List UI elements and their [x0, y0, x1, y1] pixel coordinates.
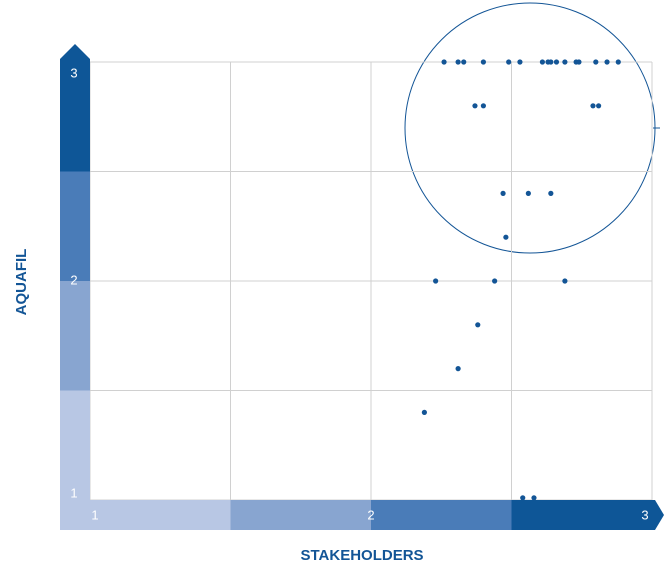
y-tick-label: 2: [70, 272, 77, 287]
highlight-circle: [404, 2, 656, 254]
y-tick-label: 1: [70, 485, 77, 500]
point: [525, 190, 531, 196]
point: [480, 59, 486, 65]
point: [596, 103, 602, 109]
labels: 1 2 3 1 2 3: [70, 65, 648, 522]
grid: [89, 61, 653, 501]
point: [455, 366, 461, 372]
point: [590, 103, 596, 109]
point: [455, 59, 461, 65]
y-axis-title: AQUAFIL: [13, 249, 30, 316]
point: [433, 278, 439, 284]
point: [506, 59, 512, 65]
point: [421, 409, 427, 415]
point: [553, 59, 560, 65]
x-band: [371, 500, 512, 530]
point: [539, 59, 546, 65]
decoration: [404, 2, 660, 254]
point: [475, 322, 481, 328]
x-tick-label: 1: [91, 507, 98, 522]
x-band: [511, 500, 652, 530]
point: [520, 495, 526, 501]
point: [604, 59, 610, 65]
y-band: [60, 390, 90, 500]
point: [562, 278, 568, 284]
point: [517, 59, 523, 65]
point: [492, 278, 498, 284]
point: [548, 59, 554, 65]
point: [576, 59, 582, 65]
y-band: [60, 62, 90, 172]
x-tick-label: 2: [367, 507, 374, 522]
y-arrow: [60, 44, 90, 62]
x-tick-label: 3: [641, 507, 648, 522]
point: [593, 59, 599, 65]
point: [503, 234, 509, 240]
x-band: [60, 500, 231, 530]
y-tick-label: 3: [70, 65, 77, 80]
axis-bands: [60, 44, 664, 530]
y-band: [60, 281, 90, 391]
point: [531, 495, 537, 501]
x-axis-title: STAKEHOLDERS: [300, 547, 423, 564]
point: [562, 59, 568, 65]
x-band: [230, 500, 371, 530]
point: [441, 59, 447, 65]
points: [421, 59, 621, 501]
point: [461, 59, 467, 65]
point: [615, 59, 621, 65]
point: [472, 103, 478, 109]
y-band: [60, 171, 90, 281]
x-arrow: [652, 500, 664, 530]
point: [500, 190, 506, 196]
point: [548, 190, 554, 196]
point: [480, 103, 486, 109]
